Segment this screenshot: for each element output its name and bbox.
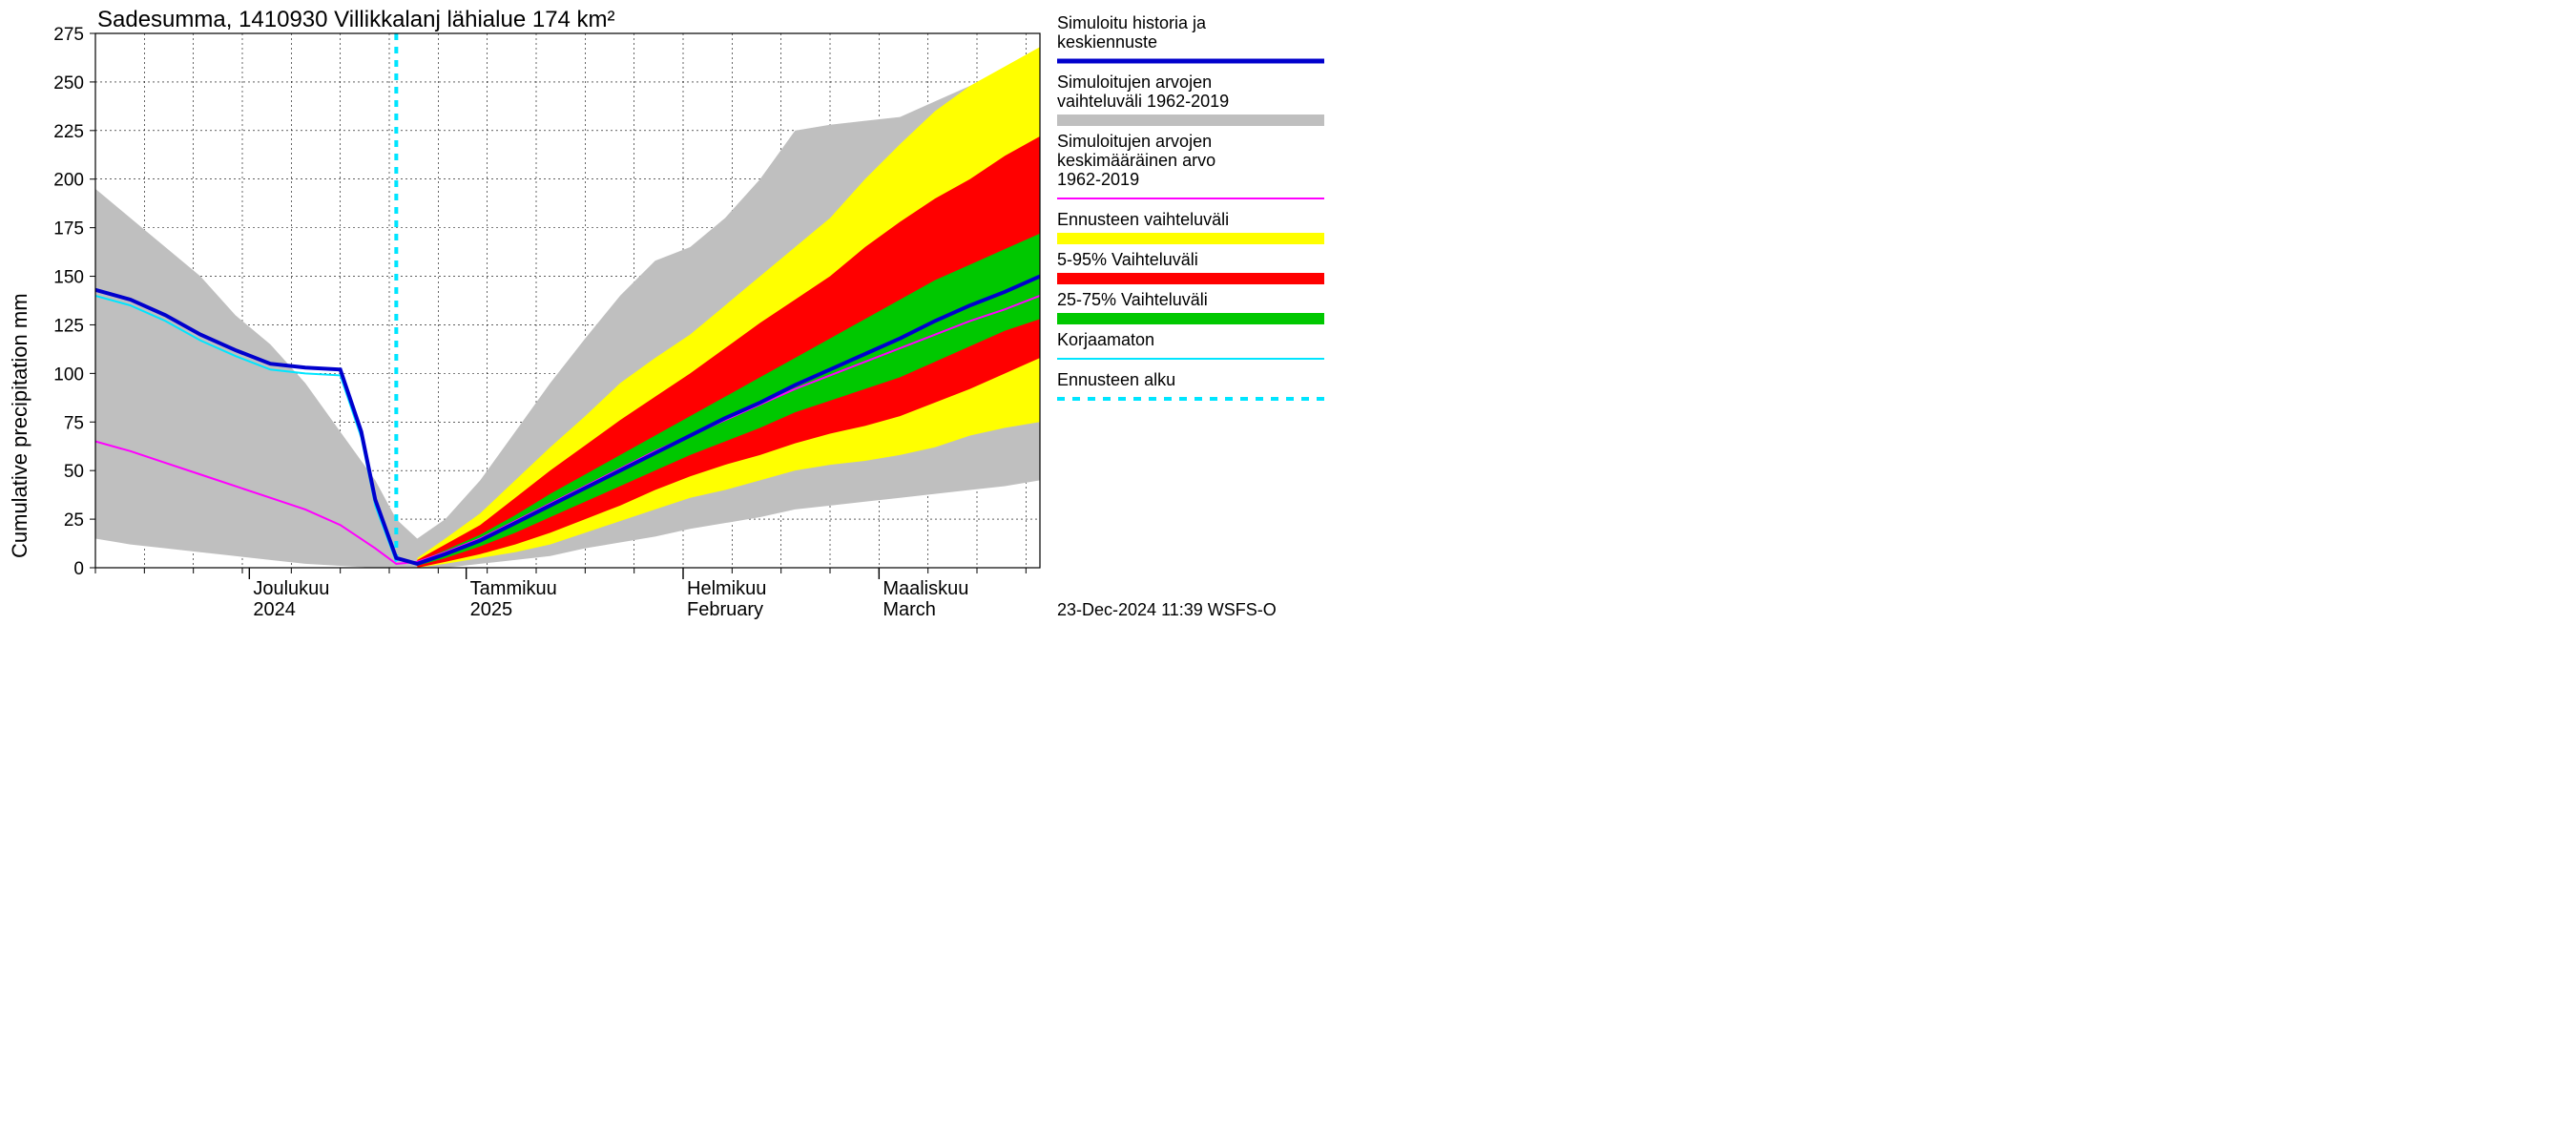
legend-label: vaihteluväli 1962-2019	[1057, 92, 1229, 111]
y-tick-label: 50	[64, 462, 84, 482]
y-axis-label: Cumulative precipitation mm	[8, 293, 31, 558]
cumulative-precipitation-chart: 0255075100125150175200225250275Joulukuu2…	[0, 0, 1431, 636]
y-tick-label: 175	[53, 219, 84, 239]
y-tick-label: 200	[53, 171, 84, 191]
legend-label: keskimääräinen arvo	[1057, 151, 1215, 170]
legend-label: Simuloitujen arvojen	[1057, 73, 1212, 92]
legend-swatch	[1057, 273, 1324, 284]
x-month-label: Maaliskuu	[883, 578, 968, 599]
x-month-label: Helmikuu	[687, 578, 766, 599]
legend-label: Simuloitu historia ja	[1057, 13, 1207, 32]
y-tick-label: 25	[64, 510, 84, 531]
x-month-sub-label: February	[687, 599, 763, 620]
legend-label: Simuloitujen arvojen	[1057, 132, 1212, 151]
legend-label: 1962-2019	[1057, 170, 1139, 189]
y-tick-label: 125	[53, 316, 84, 336]
y-tick-label: 75	[64, 413, 84, 433]
x-month-sub-label: 2025	[470, 599, 512, 620]
y-tick-label: 100	[53, 364, 84, 385]
legend-swatch	[1057, 313, 1324, 324]
x-month-sub-label: 2024	[253, 599, 296, 620]
legend-label: 5-95% Vaihteluväli	[1057, 250, 1198, 269]
legend-swatch	[1057, 233, 1324, 244]
chart-container: 0255075100125150175200225250275Joulukuu2…	[0, 0, 1431, 636]
legend-label: Ennusteen alku	[1057, 370, 1175, 389]
x-month-sub-label: March	[883, 599, 936, 620]
y-tick-label: 250	[53, 73, 84, 94]
y-tick-label: 0	[73, 559, 84, 579]
y-tick-label: 275	[53, 25, 84, 45]
legend-label: 25-75% Vaihteluväli	[1057, 290, 1208, 309]
y-tick-label: 225	[53, 122, 84, 142]
x-month-label: Joulukuu	[253, 578, 329, 599]
legend-label: Ennusteen vaihteluväli	[1057, 210, 1229, 229]
chart-title: Sadesumma, 1410930 Villikkalanj lähialue…	[97, 7, 615, 32]
x-month-label: Tammikuu	[470, 578, 557, 599]
y-tick-label: 150	[53, 268, 84, 288]
legend-swatch	[1057, 114, 1324, 126]
chart-footer: 23-Dec-2024 11:39 WSFS-O	[1057, 600, 1277, 619]
legend-label: Korjaamaton	[1057, 330, 1154, 349]
legend-label: keskiennuste	[1057, 32, 1157, 52]
